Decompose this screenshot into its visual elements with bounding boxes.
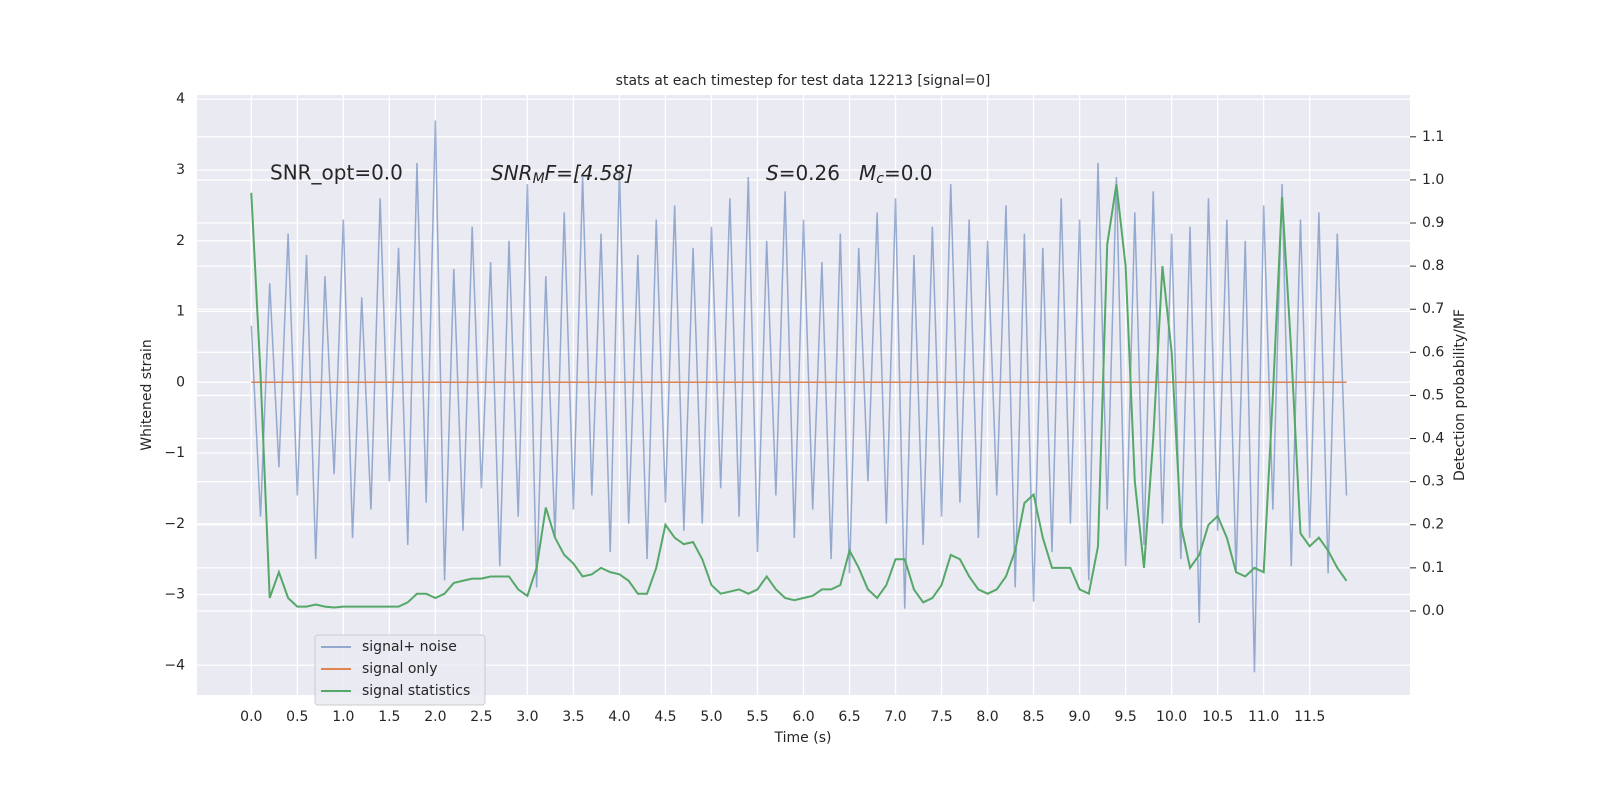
x-tick-label: 9.0 [1068, 709, 1090, 725]
y-tick-label: −3 [164, 587, 185, 603]
y-tick-label: 1 [176, 304, 185, 320]
x-tick-label: 5.0 [700, 709, 722, 725]
y2-tick-label: 1.1 [1422, 129, 1444, 145]
labels: 0.0 0.5 1.0 1.5 2.0 2.5 3.0 3.5 4.0 4.5 5.0 5.5 6.0 6… [164, 91, 1444, 725]
annotation-part: c [876, 171, 884, 187]
x-tick-label: 11.0 [1248, 709, 1279, 725]
annotation-part: M [859, 161, 876, 185]
y-tick-label: 3 [176, 162, 185, 178]
annotation-part: =0.0 [884, 161, 933, 185]
annotation: SNR_opt=0.0 [270, 161, 403, 185]
x-tick-label: 2.5 [470, 709, 492, 725]
x-tick-label: 10.0 [1156, 709, 1187, 725]
y2-tick-label: 0.1 [1422, 560, 1444, 576]
x-tick-label: 11.5 [1294, 709, 1325, 725]
y2-tick-label: 0.7 [1422, 301, 1444, 317]
legend-label: signal+ noise [362, 639, 457, 655]
x-tick-label: 9.5 [1114, 709, 1136, 725]
x-axis-label: Time (s) [774, 730, 832, 746]
annotation: SNRMF=[4.58] [491, 161, 633, 188]
x-tick-label: 6.5 [838, 709, 860, 725]
y2-tick-label: 0.4 [1422, 431, 1444, 447]
y2-tick-label: 0.0 [1422, 603, 1444, 619]
y2-tick-label: 0.5 [1422, 387, 1444, 403]
y2-tick-label: 0.9 [1422, 215, 1444, 231]
annotation-part: F=[4.58] [545, 161, 633, 185]
y2-tick-label: 0.3 [1422, 474, 1444, 490]
y-axis-label: Whitened strain [139, 339, 155, 450]
x-tick-label: 1.5 [378, 709, 400, 725]
x-tick-label: 7.5 [930, 709, 952, 725]
y2-tick-label: 0.8 [1422, 258, 1444, 274]
x-tick-label: 2.0 [424, 709, 446, 725]
x-tick-label: 8.5 [1022, 709, 1044, 725]
x-tick-label: 1.0 [332, 709, 354, 725]
legend-label: signal statistics [362, 683, 470, 699]
annotation: Mc=0.0 [859, 161, 933, 188]
annotation-part: SNR [491, 161, 533, 185]
x-tick-label: 0.0 [240, 709, 262, 725]
x-tick-label: 3.0 [516, 709, 538, 725]
chart-title: stats at each timestep for test data 122… [616, 73, 991, 89]
x-tick-label: 4.0 [608, 709, 630, 725]
x-tick-label: 8.0 [976, 709, 998, 725]
y-tick-label: 0 [176, 374, 185, 390]
line-series [250, 184, 1348, 609]
y-tick-label: −4 [164, 657, 185, 673]
x-tick-label: 0.5 [286, 709, 308, 725]
x-tick-label: 10.5 [1202, 709, 1233, 725]
x-tick-label: 4.5 [654, 709, 676, 725]
legend-box [314, 634, 486, 706]
x-tick-label: 3.5 [562, 709, 584, 725]
annotation-part: S [766, 161, 779, 185]
y-tick-label: −1 [164, 445, 185, 461]
y-tick-label: 4 [176, 91, 185, 107]
line-series [250, 120, 1348, 673]
x-tick-label: 6.0 [792, 709, 814, 725]
legend: signal+ noise signal only signal statistic… [314, 634, 486, 706]
y2-tick-label: 0.6 [1422, 344, 1444, 360]
x-tick-label: 5.5 [746, 709, 768, 725]
legend-label: signal only [362, 661, 437, 677]
y2-tick-label: 0.2 [1422, 517, 1444, 533]
y2-axis-label: Detection probability/MF [1452, 309, 1468, 481]
marks [250, 120, 1348, 673]
x-tick-label: 7.0 [884, 709, 906, 725]
y2-tick-label: 1.0 [1422, 172, 1444, 188]
annotation-part: M [533, 171, 545, 187]
y-tick-label: 2 [176, 233, 185, 249]
y-tick-label: −2 [164, 516, 185, 532]
annotation-part: =0.26 [779, 161, 840, 185]
annotation: S=0.26 [766, 161, 840, 185]
